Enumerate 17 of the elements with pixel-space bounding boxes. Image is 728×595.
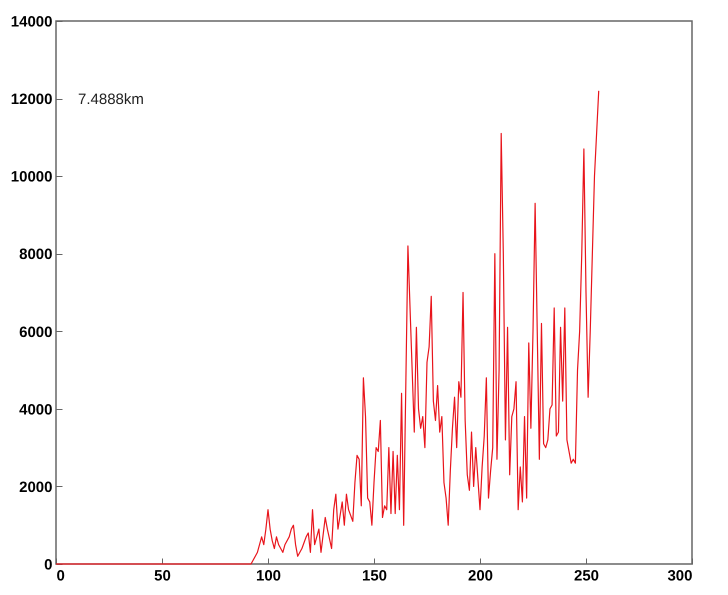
- x-tick-label: 100: [256, 568, 282, 584]
- x-tick-label: 50: [154, 568, 171, 584]
- x-tick-label: 150: [362, 568, 388, 584]
- y-tick-label: 6000: [19, 324, 52, 341]
- y-tick-label: 0: [44, 556, 52, 574]
- y-tick-label: 2000: [19, 478, 52, 496]
- x-tick-label: 250: [574, 568, 600, 584]
- line-series: [55, 90, 600, 565]
- y-tick-label: 14000: [10, 14, 52, 30]
- y-tick-label: 10000: [10, 168, 52, 186]
- y-tick-label: 8000: [19, 246, 52, 264]
- y-tick-label: 4000: [19, 401, 52, 418]
- y-tick-label: 12000: [10, 91, 52, 108]
- x-tick-label: 300: [667, 568, 692, 584]
- annotation: 7.4888km: [78, 91, 144, 108]
- x-tick-label: 200: [468, 568, 494, 584]
- x-tick-label: 0: [56, 568, 65, 584]
